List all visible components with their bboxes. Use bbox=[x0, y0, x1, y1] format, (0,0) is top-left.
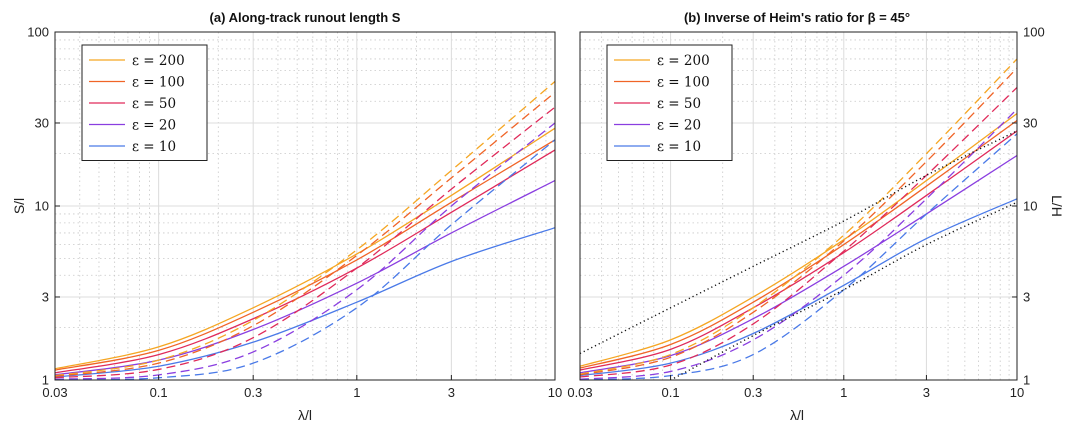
series-line-dashed-e100 bbox=[580, 67, 1017, 376]
x-tick-label: 3 bbox=[923, 385, 930, 400]
y-tick-label: 1 bbox=[1023, 373, 1030, 388]
series-line-dashed-e50 bbox=[580, 86, 1017, 378]
panel-a-xlabel: λ/l bbox=[298, 407, 312, 423]
series-line-e200 bbox=[580, 112, 1017, 367]
y-tick-label: 1 bbox=[42, 373, 49, 388]
series-line-e50 bbox=[580, 130, 1017, 371]
x-tick-label: 0.03 bbox=[567, 385, 592, 400]
legend-label: ε = 20 bbox=[657, 118, 701, 134]
x-tick-label: 1 bbox=[353, 385, 360, 400]
legend-label: ε = 10 bbox=[657, 139, 701, 155]
panel-a-title: (a) Along-track runout length S bbox=[210, 10, 401, 25]
x-tick-label: 0.1 bbox=[662, 385, 680, 400]
series-group bbox=[55, 80, 555, 380]
y-tick-label: 10 bbox=[35, 199, 49, 214]
series-line-e100 bbox=[580, 119, 1017, 369]
legend-label: ε = 100 bbox=[657, 75, 710, 91]
legend: ε = 200 ε = 100 ε = 50 ε = 20 ε = 10 bbox=[81, 44, 208, 161]
series-line-dashed-e200 bbox=[55, 80, 555, 377]
legend-label: ε = 200 bbox=[657, 53, 710, 69]
series-line-dashed-e20 bbox=[580, 108, 1017, 380]
panel-a: (a) Along-track runout length S λ/l S/l … bbox=[11, 10, 562, 423]
y-tick-label: 30 bbox=[1023, 115, 1037, 130]
legend-label: ε = 10 bbox=[132, 139, 176, 155]
series-line-e20 bbox=[580, 154, 1017, 374]
panel-b-ylabel: L/H bbox=[1049, 195, 1065, 217]
x-tick-label: 1 bbox=[840, 385, 847, 400]
series-line-e100 bbox=[55, 139, 555, 371]
legend-label: ε = 200 bbox=[132, 53, 185, 69]
legend: ε = 200 ε = 100 ε = 50 ε = 20 ε = 10 bbox=[606, 44, 733, 161]
series-line-e20 bbox=[55, 179, 555, 376]
x-tick-label: 3 bbox=[448, 385, 455, 400]
panel-a-ylabel: S/l bbox=[11, 198, 27, 214]
series-line-e10 bbox=[580, 198, 1017, 377]
series-line-e10 bbox=[55, 227, 555, 378]
y-tick-label: 3 bbox=[1023, 289, 1030, 304]
series-line-dashed-e200 bbox=[580, 58, 1017, 375]
x-tick-label: 0.3 bbox=[244, 385, 262, 400]
x-tick-label: 10 bbox=[548, 385, 562, 400]
x-tick-label: 0.3 bbox=[744, 385, 762, 400]
y-tick-label: 30 bbox=[35, 115, 49, 130]
x-tick-label: 0.03 bbox=[42, 385, 67, 400]
legend-label: ε = 50 bbox=[657, 96, 701, 112]
x-tick-label: 0.1 bbox=[150, 385, 168, 400]
series-line-dashed-e20 bbox=[55, 122, 555, 380]
panel-b: (b) Inverse of Heim's ratio for β = 45° … bbox=[567, 10, 1065, 423]
x-tick-label: 10 bbox=[1010, 385, 1024, 400]
reference-line-dotted bbox=[580, 130, 1017, 355]
series-line-dashed-e10 bbox=[55, 139, 555, 380]
y-tick-label: 100 bbox=[27, 25, 49, 40]
legend-label: ε = 50 bbox=[132, 96, 176, 112]
reference-line-dotted bbox=[669, 201, 1017, 380]
panel-b-title: (b) Inverse of Heim's ratio for β = 45° bbox=[684, 10, 910, 25]
series-line-dashed-e10 bbox=[580, 133, 1017, 380]
series-line-e200 bbox=[55, 127, 555, 370]
y-tick-label: 100 bbox=[1023, 25, 1045, 40]
y-tick-label: 3 bbox=[42, 289, 49, 304]
series-line-e50 bbox=[55, 149, 555, 374]
series-group bbox=[580, 58, 1017, 380]
panel-b-xlabel: λ/l bbox=[790, 407, 804, 423]
y-tick-label: 10 bbox=[1023, 199, 1037, 214]
legend-label: ε = 20 bbox=[132, 118, 176, 134]
legend-label: ε = 100 bbox=[132, 75, 185, 91]
